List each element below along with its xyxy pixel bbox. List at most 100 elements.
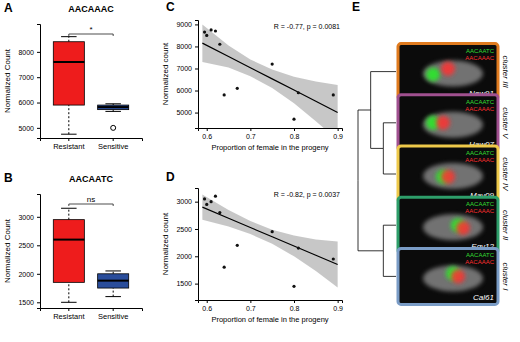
- probe-signal: [451, 269, 465, 283]
- probe-label: AACAAAC: [465, 55, 494, 61]
- tick-mark: [37, 245, 40, 246]
- image-tile: AACAATCAACAAACEgy12: [398, 197, 498, 253]
- tick-label: 0.8: [290, 305, 300, 312]
- tick-label: 3000: [18, 214, 34, 221]
- tick-mark: [37, 274, 40, 275]
- tick-label: 7000: [18, 74, 34, 81]
- tick-mark: [37, 77, 40, 78]
- tick: 0.8: [290, 128, 300, 140]
- axis: 0.60.70.80.9: [199, 128, 344, 140]
- whisker-cap: [61, 134, 77, 135]
- tick-label: 0.9: [333, 133, 343, 140]
- axis-line: [199, 301, 343, 304]
- tick-mark: [195, 113, 198, 114]
- probe-label: AACAATC: [466, 201, 495, 207]
- probe-label: AACAATC: [466, 150, 495, 156]
- significance-label: *: [89, 25, 92, 34]
- point: [271, 230, 274, 233]
- point: [209, 28, 212, 31]
- tick: 8000: [176, 43, 198, 50]
- tick-label: Sensitive: [98, 312, 128, 321]
- chromosome: [423, 163, 483, 189]
- strain-label: Cal61: [473, 293, 494, 302]
- tick-mark: [37, 302, 40, 303]
- cluster-label: cluster II: [501, 210, 510, 241]
- point: [205, 34, 208, 37]
- axis: 5000 6000 7000 8000: [18, 25, 40, 139]
- tick-label: 3000: [176, 198, 192, 205]
- tile-frame: [398, 197, 498, 253]
- tick: 2000: [18, 271, 40, 278]
- tree-branch: [383, 148, 396, 174]
- tick-mark: [338, 128, 339, 131]
- axis: ResistantSensitive: [41, 138, 143, 151]
- tick: 0.9: [333, 300, 343, 312]
- tick: 0.8: [290, 300, 300, 312]
- tick-mark: [195, 229, 198, 230]
- point: [214, 195, 217, 198]
- axis-title: Normalized Count: [3, 218, 12, 283]
- tick: 0.6: [202, 300, 212, 312]
- point: [223, 266, 226, 269]
- point: [218, 211, 221, 214]
- tile-frame: [398, 146, 498, 202]
- whisker-cap: [61, 302, 77, 303]
- tick: 0.7: [246, 300, 256, 312]
- tile-frame: [398, 44, 498, 100]
- panel: EAACAATCAACAAACNew91cluster IIIAACAATCAA…: [352, 0, 510, 304]
- tick-mark: [294, 300, 295, 303]
- median: [98, 106, 129, 108]
- axis-title: Proportion of female in the progeny: [211, 143, 328, 152]
- probe-signal: [426, 67, 440, 81]
- tick-label: 5000: [18, 125, 34, 132]
- figure: A5000600070008000Normalized CountAACAAAC…: [0, 0, 520, 342]
- tree-branch: [383, 251, 396, 277]
- cluster-label: cluster I: [501, 262, 510, 291]
- tick: 5000: [176, 109, 198, 116]
- axis-line: [199, 129, 343, 132]
- tick: 2500: [18, 242, 40, 249]
- cluster-label: cluster III: [501, 55, 510, 88]
- tick-mark: [37, 217, 40, 218]
- tick: 1500: [176, 280, 198, 287]
- point: [236, 244, 239, 247]
- tick-label: 0.7: [246, 305, 256, 312]
- axis-line: [195, 21, 199, 129]
- point: [203, 197, 206, 200]
- tick-label: 0.9: [333, 305, 343, 312]
- image-tile: AACAATCAACAAACHaw07: [398, 95, 498, 151]
- tick-label: 2500: [18, 242, 34, 249]
- tick: 2000: [176, 253, 198, 260]
- chromosome: [423, 214, 483, 240]
- median: [53, 239, 84, 241]
- cluster-label: cluster V: [501, 107, 510, 139]
- point: [223, 93, 226, 96]
- whisker: [68, 208, 69, 219]
- tick-mark: [294, 128, 295, 131]
- tree-branch: [383, 123, 396, 149]
- tick: 8000: [18, 49, 40, 56]
- point: [218, 43, 221, 46]
- point: [332, 257, 335, 260]
- tick-label: 2500: [176, 226, 192, 233]
- image-tile: AACAATCAACAAACMay09: [398, 146, 498, 202]
- tick: 1500: [18, 299, 40, 306]
- point: [292, 118, 295, 121]
- whisker-cap: [105, 270, 121, 271]
- axis-line: [41, 139, 143, 142]
- tick: 6000: [18, 99, 40, 106]
- tick: Sensitive: [98, 308, 128, 321]
- axis-line: [37, 195, 41, 309]
- tick-label: 0.6: [202, 133, 212, 140]
- tick-label: 1500: [176, 280, 192, 287]
- image-tile: AACAATCAACAAACCal61: [398, 248, 498, 304]
- tick-label: 1500: [18, 299, 34, 306]
- panel-letter: B: [4, 171, 13, 185]
- point: [292, 285, 295, 288]
- tick-mark: [113, 308, 114, 311]
- chromosome: [423, 61, 483, 87]
- tick-mark: [195, 24, 198, 25]
- plot-area: [53, 37, 128, 135]
- correlation-label: R = -0.82, p = 0.0037: [274, 191, 340, 199]
- tick-label: 2000: [18, 271, 34, 278]
